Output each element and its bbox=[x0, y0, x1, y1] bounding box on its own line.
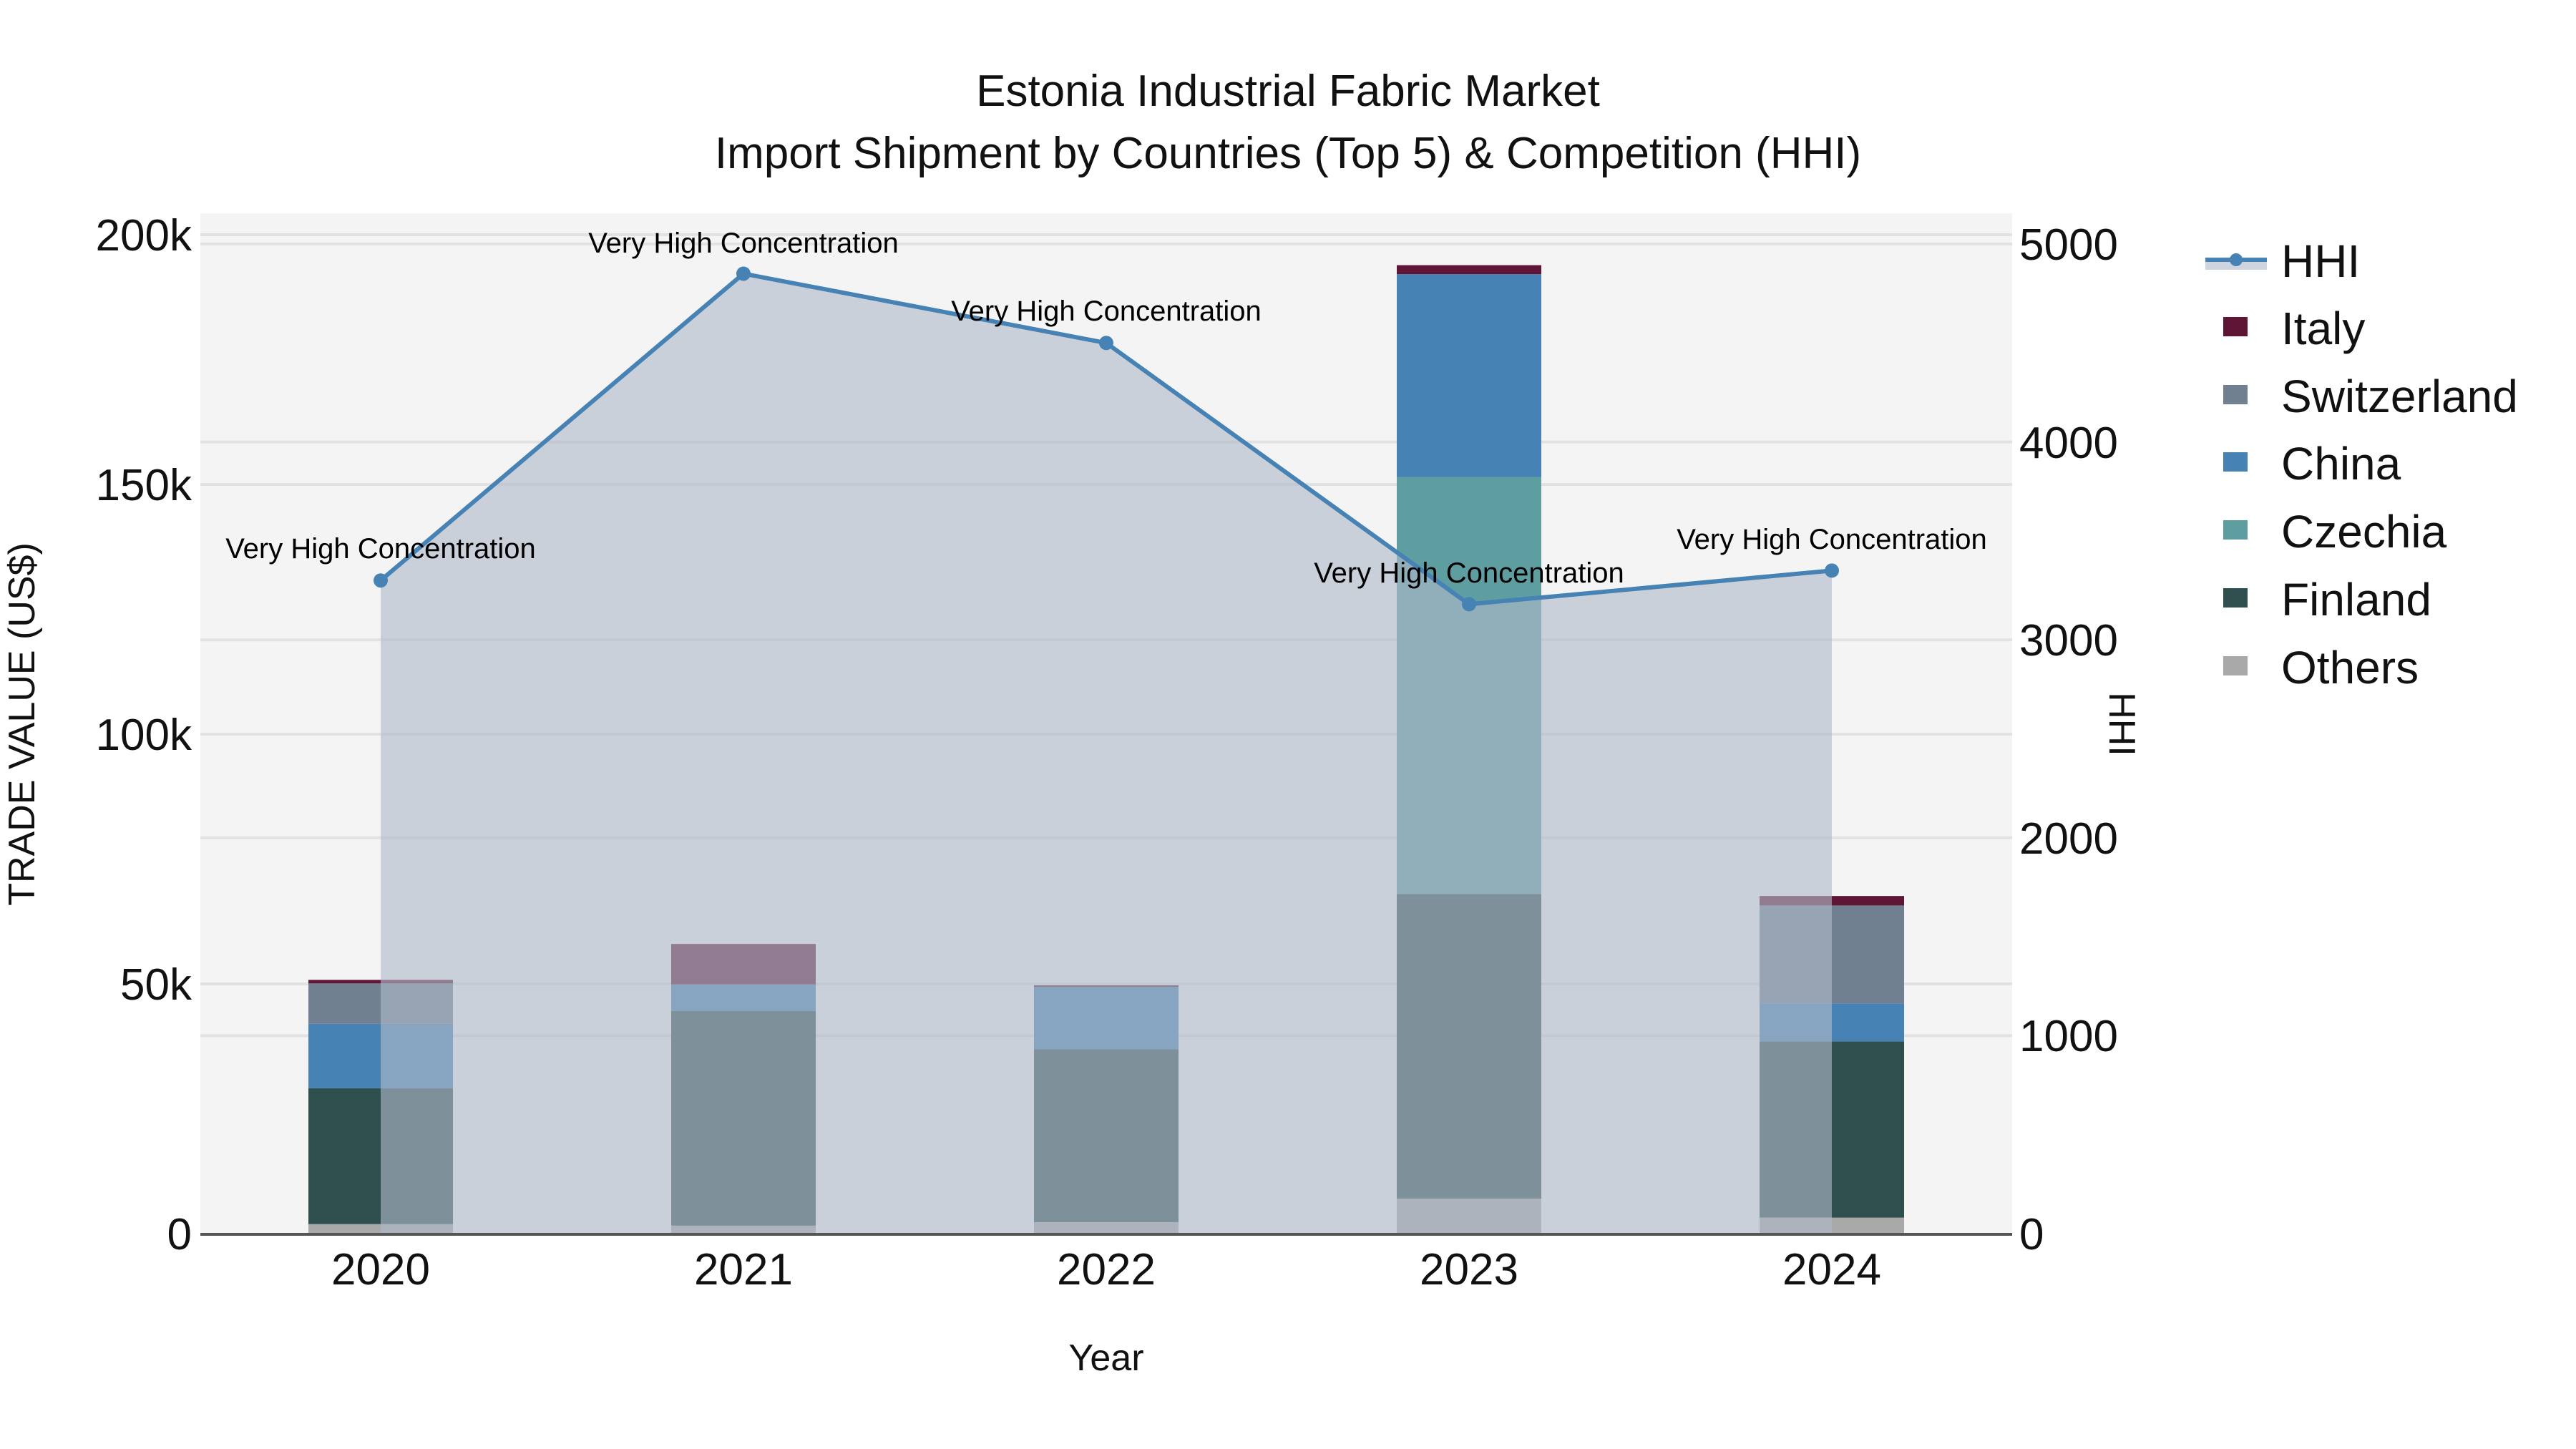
x-axis-title: Year bbox=[1068, 1337, 1143, 1379]
legend-label: Czechia bbox=[2281, 506, 2447, 557]
y-right-ticks: 0 1000 2000 3000 4000 5000 bbox=[2019, 220, 2118, 1259]
hhi-marker[interactable] bbox=[1099, 336, 1113, 351]
legend-item-finland[interactable]: Finland bbox=[2223, 574, 2431, 625]
legend-label: Italy bbox=[2281, 303, 2365, 354]
x-tick: 2024 bbox=[1782, 1245, 1881, 1294]
hhi-area bbox=[381, 273, 1832, 1234]
bar-segment-italy[interactable] bbox=[1397, 265, 1541, 275]
chart-title-line2: Import Shipment by Countries (Top 5) & C… bbox=[715, 129, 1861, 178]
legend-item-hhi[interactable]: HHI bbox=[2205, 235, 2360, 287]
y-right-tick: 1000 bbox=[2019, 1012, 2118, 1061]
x-ticks: 2020 2021 2022 2023 2024 bbox=[331, 1245, 1881, 1294]
legend-label: China bbox=[2281, 438, 2401, 489]
chart-title-line1: Estonia Industrial Fabric Market bbox=[976, 67, 1600, 116]
hhi-marker[interactable] bbox=[736, 266, 751, 281]
y-left-ticks: 0 50k 100k 150k 200k bbox=[96, 211, 192, 1259]
hhi-series bbox=[374, 266, 1839, 1234]
y-left-tick: 50k bbox=[120, 960, 192, 1010]
x-tick: 2022 bbox=[1057, 1245, 1156, 1294]
legend-czechia-swatch bbox=[2223, 520, 2248, 540]
legend-others-swatch bbox=[2223, 656, 2248, 675]
hhi-marker[interactable] bbox=[374, 573, 388, 588]
x-tick: 2020 bbox=[331, 1245, 430, 1294]
y-left-tick: 0 bbox=[167, 1210, 192, 1259]
y-left-tick: 100k bbox=[96, 711, 192, 760]
hhi-annotation: Very High Concentration bbox=[1314, 557, 1624, 589]
hhi-annotation: Very High Concentration bbox=[588, 228, 899, 259]
y-left-tick: 150k bbox=[96, 461, 192, 510]
legend-item-czechia[interactable]: Czechia bbox=[2223, 506, 2447, 557]
y-right-axis-title: HHI bbox=[2101, 692, 2142, 756]
hhi-annotation: Very High Concentration bbox=[951, 296, 1262, 327]
hhi-annotations: Very High Concentration Very High Concen… bbox=[225, 228, 1987, 589]
legend-item-others[interactable]: Others bbox=[2223, 642, 2419, 693]
legend-switzerland-swatch bbox=[2223, 385, 2248, 404]
legend-item-italy[interactable]: Italy bbox=[2223, 303, 2365, 354]
y-left-tick: 200k bbox=[96, 211, 192, 260]
legend-hhi-marker-icon bbox=[2230, 253, 2243, 266]
y-right-tick: 2000 bbox=[2019, 814, 2118, 864]
legend-label: Others bbox=[2281, 642, 2419, 693]
hhi-annotation: Very High Concentration bbox=[1677, 524, 1987, 555]
x-tick: 2021 bbox=[694, 1245, 793, 1294]
y-left-axis-title: TRADE VALUE (US$) bbox=[1, 542, 43, 906]
legend-china-swatch bbox=[2223, 452, 2248, 472]
legend: HHI Italy Switzerland China Czechia Finl… bbox=[2205, 235, 2518, 693]
hhi-marker[interactable] bbox=[1462, 597, 1476, 612]
y-right-tick: 0 bbox=[2019, 1210, 2044, 1259]
legend-item-switzerland[interactable]: Switzerland bbox=[2223, 371, 2518, 422]
legend-label: HHI bbox=[2281, 235, 2360, 287]
x-tick: 2023 bbox=[1420, 1245, 1518, 1294]
y-right-tick: 3000 bbox=[2019, 616, 2118, 665]
legend-label: Switzerland bbox=[2281, 371, 2518, 422]
legend-italy-swatch bbox=[2223, 317, 2248, 336]
y-right-tick: 4000 bbox=[2019, 419, 2118, 468]
hhi-marker[interactable] bbox=[1825, 563, 1839, 578]
legend-label: Finland bbox=[2281, 574, 2431, 625]
bar-segment-china[interactable] bbox=[1397, 274, 1541, 477]
legend-item-china[interactable]: China bbox=[2223, 438, 2401, 489]
y-right-tick: 5000 bbox=[2019, 220, 2118, 270]
hhi-annotation: Very High Concentration bbox=[225, 533, 536, 565]
legend-finland-swatch bbox=[2223, 588, 2248, 608]
